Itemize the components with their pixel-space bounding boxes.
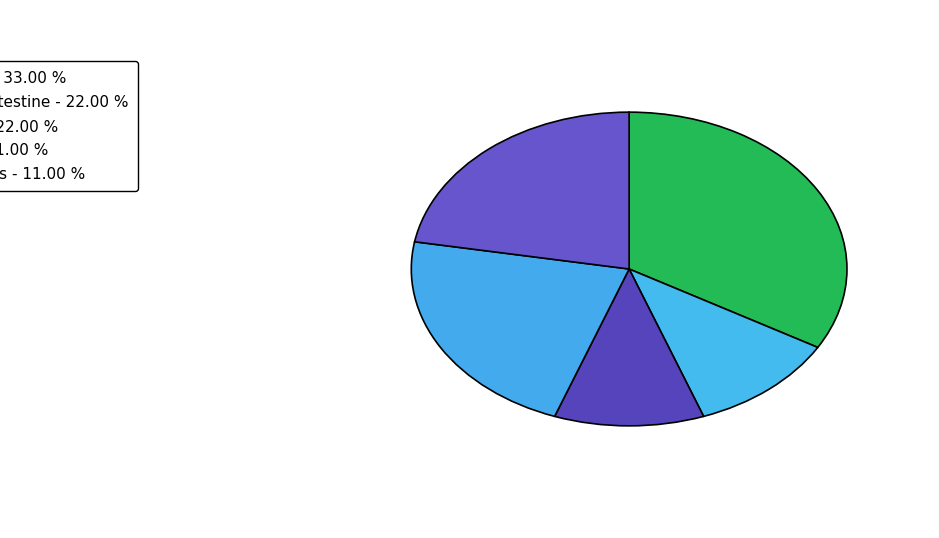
Wedge shape [415, 112, 629, 269]
Wedge shape [629, 112, 847, 348]
Wedge shape [629, 269, 818, 416]
Legend: kidney - 33.00 %, large_intestine - 22.00 %, ovary - 22.00 %, lung - 11.00 %, pa: kidney - 33.00 %, large_intestine - 22.0… [0, 61, 138, 191]
Wedge shape [411, 242, 629, 416]
Wedge shape [555, 269, 703, 426]
